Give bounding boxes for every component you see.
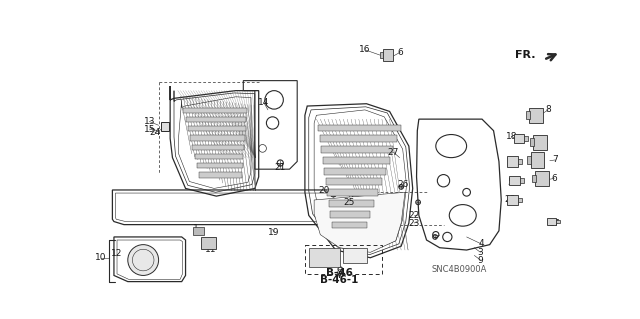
Bar [344, 248, 367, 263]
Bar [532, 174, 536, 182]
Bar [324, 168, 386, 174]
Bar [323, 157, 390, 164]
Text: SNC4B0900A: SNC4B0900A [431, 265, 486, 274]
Bar [518, 198, 522, 202]
Text: 25: 25 [343, 198, 355, 207]
Bar [327, 189, 378, 196]
Circle shape [128, 245, 159, 275]
Bar [201, 237, 216, 249]
Bar [520, 178, 524, 183]
Text: 1: 1 [193, 224, 198, 233]
Text: 20: 20 [319, 186, 330, 195]
Bar [329, 200, 374, 207]
Bar [190, 135, 245, 141]
Bar [195, 154, 243, 159]
Text: 21: 21 [275, 163, 286, 172]
Bar [330, 211, 371, 218]
Bar [513, 134, 524, 143]
Bar [518, 159, 522, 164]
Bar [183, 108, 247, 113]
Text: 18: 18 [506, 131, 517, 141]
Text: 2: 2 [507, 159, 513, 167]
Bar [332, 221, 367, 228]
Text: 9: 9 [477, 256, 483, 264]
Bar [200, 172, 242, 178]
Text: B-46-1: B-46-1 [321, 275, 359, 285]
Text: 23: 23 [408, 219, 420, 227]
Bar [383, 49, 394, 61]
Text: 17: 17 [548, 219, 560, 227]
Bar [508, 156, 518, 167]
Bar [531, 152, 545, 168]
Text: 27: 27 [388, 148, 399, 157]
Bar [319, 135, 397, 142]
Text: 16: 16 [359, 45, 371, 54]
Bar [318, 124, 401, 131]
Bar [186, 117, 246, 122]
Text: 8: 8 [545, 105, 551, 115]
Text: 15: 15 [143, 125, 155, 134]
Bar [530, 138, 534, 146]
Bar [533, 135, 547, 150]
Bar [508, 195, 518, 204]
Text: 4: 4 [479, 239, 484, 249]
Text: 5: 5 [508, 178, 513, 187]
Text: 13: 13 [143, 117, 155, 126]
Bar [509, 176, 520, 185]
Bar [527, 156, 531, 164]
Text: 6: 6 [397, 48, 403, 57]
Bar [308, 248, 340, 267]
Text: 10: 10 [95, 253, 107, 262]
Bar [321, 146, 394, 153]
Text: B-46: B-46 [326, 268, 353, 278]
Text: 28: 28 [504, 196, 515, 204]
Bar [197, 163, 243, 168]
Text: 26: 26 [398, 180, 409, 189]
Bar [524, 136, 528, 141]
Text: 14: 14 [259, 99, 270, 108]
Bar [188, 126, 246, 131]
Polygon shape [314, 192, 405, 252]
Text: 22: 22 [408, 211, 420, 220]
Bar [305, 245, 382, 274]
Bar [556, 219, 560, 224]
Bar [526, 111, 530, 119]
Text: 3: 3 [477, 248, 483, 257]
Text: 19: 19 [268, 228, 280, 237]
Text: FR.: FR. [515, 50, 536, 60]
Text: 24: 24 [149, 129, 161, 137]
Text: 6: 6 [552, 174, 557, 183]
Bar [547, 218, 556, 226]
Text: 7: 7 [552, 155, 558, 164]
Bar [326, 178, 382, 185]
Bar [529, 108, 543, 123]
Bar [535, 171, 549, 186]
Bar [193, 145, 244, 150]
Text: 12: 12 [111, 249, 122, 258]
Bar [161, 122, 168, 131]
Text: 11: 11 [205, 245, 217, 254]
Bar [193, 227, 204, 235]
Bar [380, 52, 383, 58]
